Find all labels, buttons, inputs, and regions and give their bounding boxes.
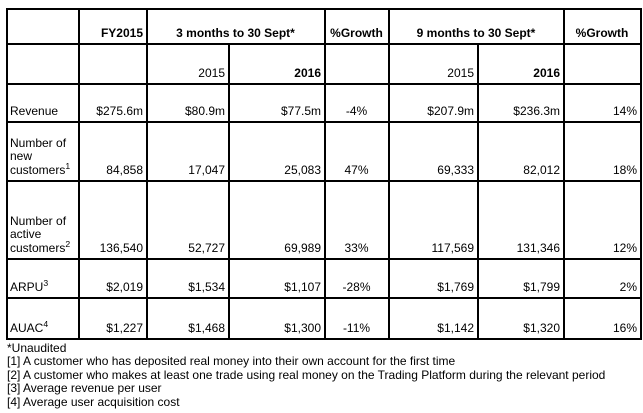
footnote-1: [1] A customer who has deposited real mo…: [7, 354, 456, 369]
results-table: FY2015 3 months to 30 Sept* %Growth 9 mo…: [6, 8, 642, 340]
value-cell: $1,769: [388, 258, 479, 299]
growth-cell: -4%: [324, 83, 390, 123]
footnote-marker: 3: [43, 278, 49, 289]
value-cell: $207.9m: [388, 83, 479, 123]
row-auac: AUAC4 $1,227 $1,468 $1,300 -11% $1,142 $…: [6, 297, 642, 340]
row-label-text: AUAC: [10, 321, 44, 336]
growth-cell: 12%: [563, 180, 642, 260]
value-cell: 131,346: [477, 180, 565, 260]
value-cell: 17,047: [146, 121, 230, 182]
row-label-text: ARPU: [10, 280, 44, 295]
footnote-marker: 1: [65, 161, 71, 172]
header-3-months: 3 months to 30 Sept*: [146, 8, 326, 45]
header-growth-9m: %Growth: [563, 8, 642, 45]
growth-cell: 18%: [563, 121, 642, 182]
row-label-active-customers: Number of active customers2: [6, 180, 80, 260]
blank-cell: [6, 43, 80, 85]
footnote-4: [4] Average user acquisition cost: [7, 394, 180, 409]
footnotes: *Unaudited [1] A customer who has deposi…: [7, 341, 606, 409]
row-label-text: Number of active customers: [10, 213, 67, 256]
value-cell: $77.5m: [228, 83, 326, 123]
row-new-customers: Number of new customers1 84,858 17,047 2…: [6, 121, 642, 182]
value-cell: $1,534: [146, 258, 230, 299]
growth-cell: -11%: [324, 297, 390, 340]
row-active-customers: Number of active customers2 136,540 52,7…: [6, 180, 642, 260]
growth-cell: 33%: [324, 180, 390, 260]
footnote-marker: 2: [65, 239, 71, 250]
value-cell: $1,107: [228, 258, 326, 299]
header-row-2: 2015 2016 2015 2016: [6, 43, 642, 85]
footnote-marker: 4: [43, 319, 49, 330]
header-fy2015: FY2015: [78, 8, 148, 45]
row-label-text: Revenue: [10, 104, 59, 119]
value-cell: 69,333: [388, 121, 479, 182]
growth-cell: 47%: [324, 121, 390, 182]
row-label-arpu: ARPU3: [6, 258, 80, 299]
header-row-1: FY2015 3 months to 30 Sept* %Growth 9 mo…: [6, 8, 642, 45]
value-cell: 69,989: [228, 180, 326, 260]
growth-cell: 2%: [563, 258, 642, 299]
value-cell: 25,083: [228, 121, 326, 182]
row-label-new-customers: Number of new customers1: [6, 121, 80, 182]
blank-cell: [78, 43, 148, 85]
row-label-auac: AUAC4: [6, 297, 80, 340]
corner-blank-cell: [6, 8, 80, 45]
value-cell: 82,012: [477, 121, 565, 182]
subheader-2015-9m: 2015: [388, 43, 479, 85]
value-cell: $80.9m: [146, 83, 230, 123]
row-label-text: Number of new customers: [10, 135, 67, 178]
value-cell: 117,569: [388, 180, 479, 260]
subheader-2015-3m: 2015: [146, 43, 230, 85]
value-cell: $1,320: [477, 297, 565, 340]
value-cell: 136,540: [78, 180, 148, 260]
value-cell: $275.6m: [78, 83, 148, 123]
value-cell: $1,142: [388, 297, 479, 340]
row-label-revenue: Revenue: [6, 83, 80, 123]
row-revenue: Revenue $275.6m $80.9m $77.5m -4% $207.9…: [6, 83, 642, 123]
value-cell: $2,019: [78, 258, 148, 299]
value-cell: $1,300: [228, 297, 326, 340]
value-cell: 84,858: [78, 121, 148, 182]
value-cell: 52,727: [146, 180, 230, 260]
blank-cell: [324, 43, 390, 85]
footnote-unaudited: *Unaudited: [7, 341, 67, 355]
growth-cell: 14%: [563, 83, 642, 123]
subheader-2016-3m: 2016: [228, 43, 326, 85]
growth-cell: 16%: [563, 297, 642, 340]
value-cell: $1,468: [146, 297, 230, 340]
header-growth-3m: %Growth: [324, 8, 390, 45]
value-cell: $236.3m: [477, 83, 565, 123]
header-9-months: 9 months to 30 Sept*: [388, 8, 565, 45]
value-cell: $1,227: [78, 297, 148, 340]
value-cell: $1,799: [477, 258, 565, 299]
row-arpu: ARPU3 $2,019 $1,534 $1,107 -28% $1,769 $…: [6, 258, 642, 299]
blank-cell: [563, 43, 642, 85]
growth-cell: -28%: [324, 258, 390, 299]
footnote-3: [3] Average revenue per user: [7, 381, 162, 396]
subheader-2016-9m: 2016: [477, 43, 565, 85]
footnote-2: [2] A customer who makes at least one tr…: [7, 367, 606, 382]
